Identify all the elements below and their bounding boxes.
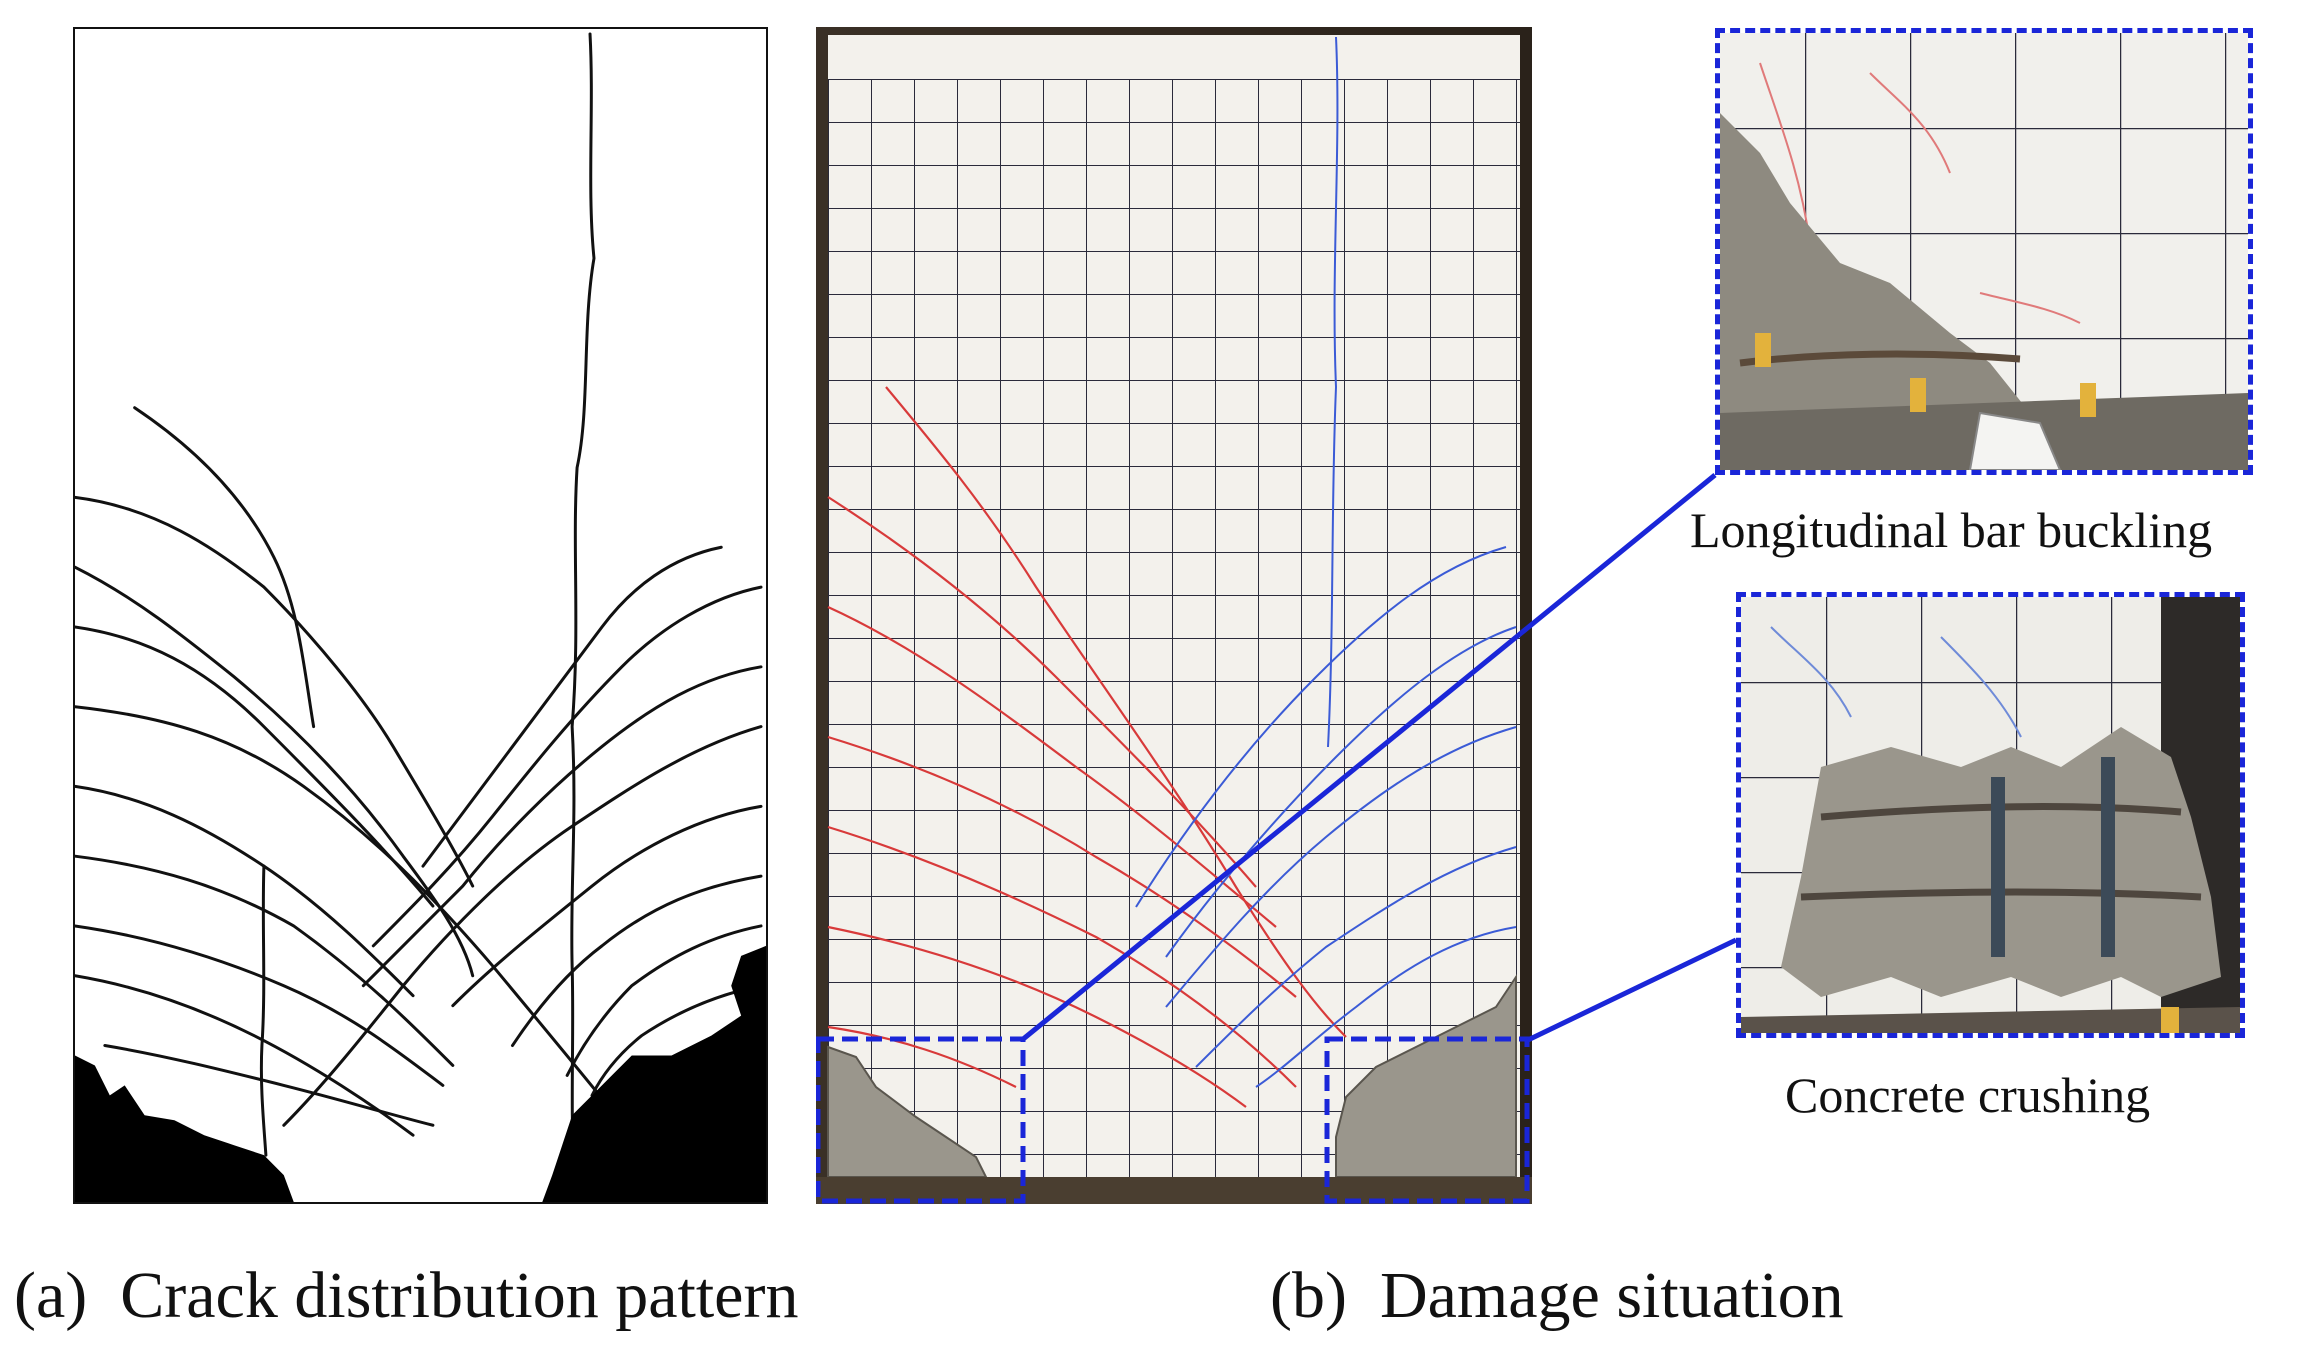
damaged-wall-photo: [816, 27, 1532, 1204]
bar-buckling-drawing: [1720, 33, 2248, 470]
detail-concrete-crushing-photo: [1736, 592, 2245, 1038]
panel-a-caption-text: Crack distribution pattern: [120, 1259, 799, 1332]
panel-b-caption-text: Damage situation: [1379, 1259, 1844, 1332]
panel-b-caption: (b) Damage situation: [1270, 1263, 1844, 1329]
crack-pattern-sketch: [73, 27, 768, 1204]
detail-bottom-label: Concrete crushing: [1785, 1067, 2151, 1123]
concrete-crushing-drawing: [1741, 597, 2240, 1033]
detail-bar-buckling-photo: [1715, 28, 2253, 475]
panel-a-caption: (a) Crack distribution pattern: [14, 1263, 798, 1329]
panel-b-marker: (b): [1270, 1259, 1347, 1332]
detail-top-label: Longitudinal bar buckling: [1690, 502, 2213, 558]
wall-photo-drawing: [816, 27, 1532, 1204]
crack-lines-drawing: [75, 32, 766, 1202]
panel-a-marker: (a): [14, 1259, 88, 1332]
